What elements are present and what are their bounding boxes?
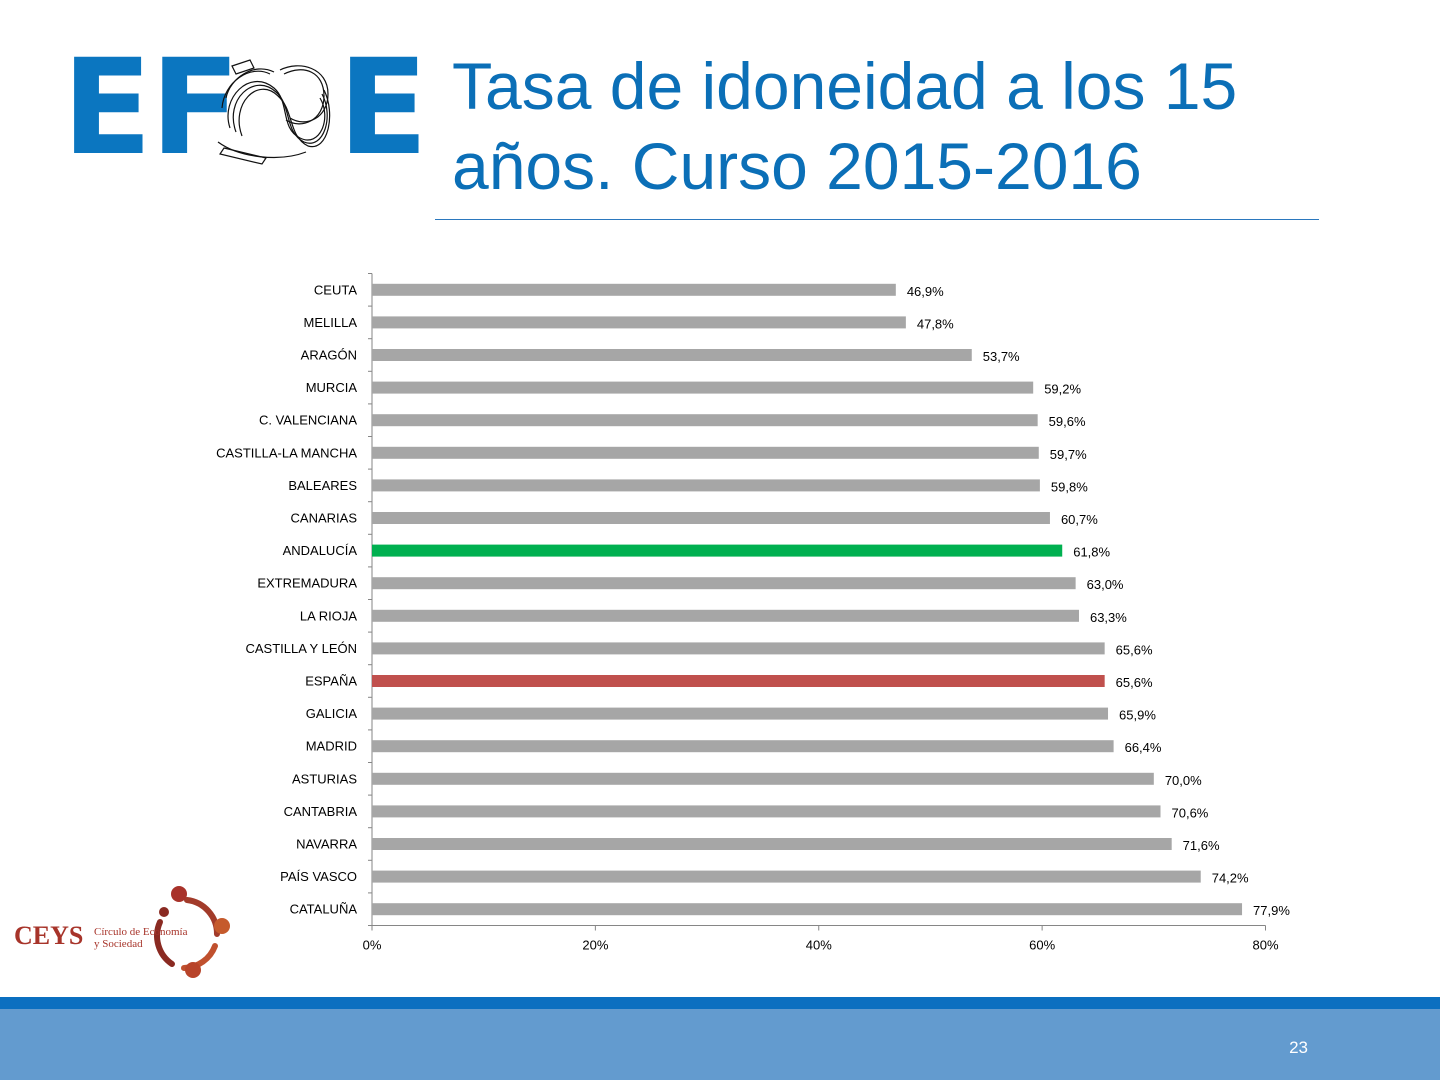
ceys-ring-icon <box>154 886 230 978</box>
bar <box>372 740 1114 753</box>
bar <box>372 446 1039 459</box>
footer: 23 <box>0 1009 1440 1080</box>
data-label: 71,6% <box>1183 838 1220 853</box>
data-label: 60,7% <box>1061 512 1098 527</box>
data-label: 59,6% <box>1049 414 1086 429</box>
bar <box>372 381 1034 394</box>
category-label: MADRID <box>306 739 357 754</box>
title-divider <box>435 219 1319 220</box>
bar <box>372 414 1038 427</box>
data-label: 70,0% <box>1165 773 1202 788</box>
ceys-acronym: CEYS <box>14 921 83 950</box>
bar <box>372 544 1063 557</box>
data-label: 65,6% <box>1116 675 1153 690</box>
efe-logo: EF E <box>62 42 428 174</box>
category-label: NAVARRA <box>296 837 357 852</box>
logo-swirl-icon <box>217 59 331 165</box>
bar <box>372 675 1105 687</box>
x-tick-label: 80% <box>1252 938 1278 953</box>
category-label: GALICIA <box>306 706 358 721</box>
category-label: ESPAÑA <box>305 674 357 689</box>
category-label: C. VALENCIANA <box>259 413 357 428</box>
bar <box>372 805 1161 818</box>
category-label: LA RIOJA <box>300 608 357 623</box>
data-label: 46,9% <box>907 284 944 299</box>
category-label: MURCIA <box>306 380 358 395</box>
data-label: 61,8% <box>1073 545 1110 560</box>
data-label: 66,4% <box>1125 740 1162 755</box>
bar-chart: 0% 20% 40% 60% 80% CEUTA 46,9% MELILLA 47,8% ARAG… <box>216 273 1290 953</box>
data-label: 59,2% <box>1044 382 1081 397</box>
logo-text-right: E <box>338 31 428 185</box>
category-label: EXTREMADURA <box>257 576 357 591</box>
category-label: PAÍS VASCO <box>280 869 357 884</box>
logo-text-left: EF <box>62 31 240 185</box>
bar <box>372 903 1243 916</box>
data-label: 74,2% <box>1212 871 1249 886</box>
bar <box>372 316 906 329</box>
data-label: 65,6% <box>1116 642 1153 657</box>
bar <box>372 772 1154 785</box>
data-label: 77,9% <box>1253 903 1290 918</box>
data-label: 59,8% <box>1051 479 1088 494</box>
bar <box>372 512 1050 524</box>
category-label: CANTABRIA <box>284 804 358 819</box>
bar <box>372 349 972 361</box>
category-label: ARAGÓN <box>301 348 357 363</box>
data-label: 65,9% <box>1119 708 1156 723</box>
x-tick-label: 40% <box>806 938 832 953</box>
data-label: 63,3% <box>1090 610 1127 625</box>
category-label: ASTURIAS <box>292 771 357 786</box>
category-label: MELILLA <box>304 315 358 330</box>
bar <box>372 707 1109 720</box>
slide-title: Tasa de idoneidad a los 15 años. Curso 2… <box>452 49 1238 203</box>
category-label: CEUTA <box>314 282 357 297</box>
x-tick-label: 0% <box>363 938 382 953</box>
x-tick-label: 20% <box>582 938 608 953</box>
data-label: 63,0% <box>1087 577 1124 592</box>
bar <box>372 283 896 296</box>
bar <box>372 870 1201 883</box>
ceys-line1: Círculo de Economía <box>94 926 188 938</box>
category-label: ANDALUCÍA <box>283 543 358 558</box>
page-number: 23 <box>1289 1038 1308 1057</box>
data-label: 47,8% <box>917 316 954 331</box>
x-tick-label: 60% <box>1029 938 1055 953</box>
bar <box>372 479 1040 492</box>
bar <box>372 577 1076 590</box>
footer-band <box>0 997 1440 1009</box>
bar <box>372 642 1105 655</box>
ceys-line2: y Sociedad <box>94 938 143 950</box>
category-label: CANARIAS <box>291 511 358 526</box>
bar <box>372 838 1172 850</box>
ceys-logo: CEYS Círculo de Economía y Sociedad <box>14 886 230 978</box>
category-label: CASTILLA Y LEÓN <box>245 641 357 656</box>
data-label: 53,7% <box>983 349 1020 364</box>
category-label: CATALUÑA <box>290 902 358 917</box>
category-label: CASTILLA-LA MANCHA <box>216 445 357 460</box>
category-label: BALEARES <box>288 478 357 493</box>
bar <box>372 609 1079 622</box>
data-label: 59,7% <box>1050 447 1087 462</box>
data-label: 70,6% <box>1172 805 1209 820</box>
